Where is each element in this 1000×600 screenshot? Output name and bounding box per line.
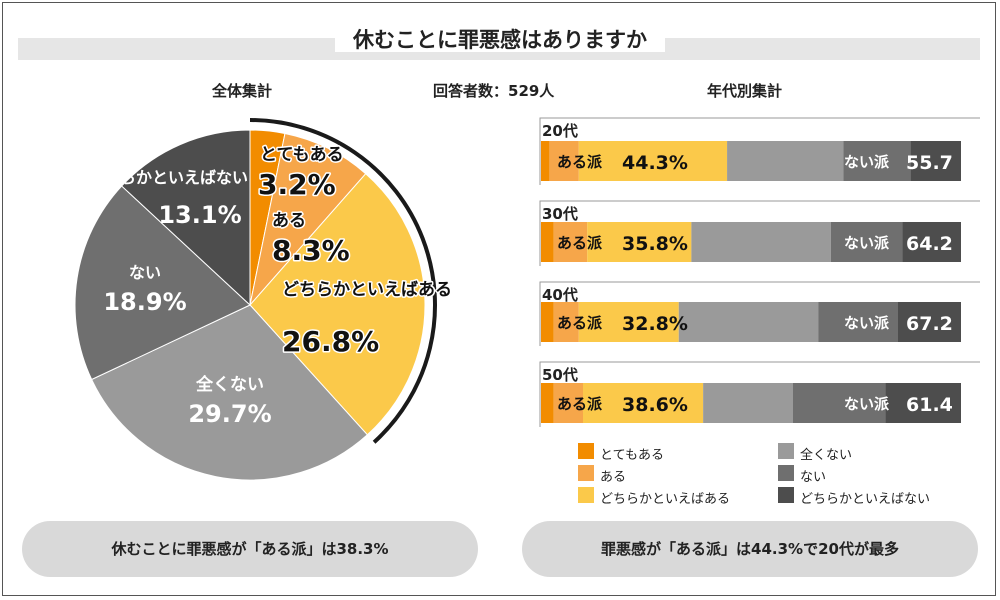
pie-value-dochiraka-nai: 13.1% bbox=[158, 201, 241, 229]
no-label-0: ない派 bbox=[844, 153, 890, 171]
bar-0-4 bbox=[843, 141, 911, 181]
no-label-1: ない派 bbox=[844, 234, 890, 252]
bar-1-0 bbox=[541, 222, 554, 262]
legend-swatch-totemo bbox=[578, 443, 594, 459]
legend-label-totemo: とてもある bbox=[600, 448, 664, 463]
respondents-count: 回答者数：529人 bbox=[433, 82, 555, 100]
bar-3-2 bbox=[583, 383, 704, 423]
pie-label-nai: ない bbox=[129, 263, 161, 282]
no-total-2: 67.2 bbox=[906, 313, 953, 335]
pie-label-totemo: とてもある bbox=[260, 145, 344, 165]
pie-label-dochiraka-aru-line1: どちらかといえばある bbox=[282, 280, 452, 300]
row-frame-3 bbox=[539, 361, 980, 427]
legend-swatch-aru bbox=[578, 465, 594, 481]
pie-slice-4 bbox=[74, 185, 251, 381]
yes-label-0: ある派 bbox=[557, 153, 603, 171]
chart-title-text: 休むことに罪悪感はありますか bbox=[335, 28, 665, 52]
no-label-2: ない派 bbox=[844, 314, 890, 332]
chart-title: 休むことに罪悪感はありますか bbox=[0, 24, 1000, 54]
no-label-3: ない派 bbox=[844, 395, 890, 413]
year-label-50s: 50代 bbox=[542, 366, 578, 384]
yes-group-arc bbox=[249, 118, 437, 444]
bar-0-2 bbox=[578, 141, 728, 181]
pie-label-dochiraka-nai: どちらかといえばない bbox=[88, 168, 248, 187]
bar-3-3 bbox=[703, 383, 793, 423]
bar-1-2 bbox=[587, 222, 692, 262]
bar-2-2 bbox=[578, 302, 679, 342]
pie-value-aru: 8.3% bbox=[272, 234, 350, 267]
no-total-3: 61.4 bbox=[906, 394, 953, 416]
no-total-0: 55.7 bbox=[906, 152, 953, 174]
bar-1-3 bbox=[691, 222, 831, 262]
row-frame-2 bbox=[539, 281, 980, 346]
pie-slice-2 bbox=[249, 173, 426, 436]
legend-swatch-dochiraka-aru bbox=[578, 487, 594, 503]
bar-3-5 bbox=[885, 383, 961, 423]
yes-label-1: ある派 bbox=[557, 234, 603, 252]
pie-value-nai: 18.9% bbox=[103, 288, 186, 316]
bar-2-1 bbox=[553, 302, 579, 342]
row-frame-1 bbox=[539, 200, 980, 266]
bar-0-3 bbox=[727, 141, 844, 181]
summary-by-age: 罪悪感が「ある派」は44.3%で20代が最多 bbox=[522, 521, 978, 577]
pie-slice-1 bbox=[249, 132, 367, 307]
pie-value-dochiraka-aru: 26.8% bbox=[282, 325, 379, 358]
yes-total-0: 44.3% bbox=[622, 152, 688, 174]
bar-1-4 bbox=[830, 222, 903, 262]
bar-3-0 bbox=[541, 383, 554, 423]
pie-label-mattaku-nai: 全くない bbox=[195, 374, 264, 395]
pie-slice-3 bbox=[90, 304, 369, 481]
bar-2-5 bbox=[898, 302, 961, 342]
summary-overall: 休むことに罪悪感が「ある派」は38.3% bbox=[22, 521, 478, 577]
legend-label-mattaku-nai: 全くない bbox=[800, 448, 853, 463]
legend-swatch-mattaku-nai bbox=[778, 443, 794, 459]
age-header: 年代別集計 bbox=[707, 82, 783, 100]
legend-label-dochiraka-nai: どちらかといえばない bbox=[800, 492, 931, 507]
bar-0-0 bbox=[541, 141, 550, 181]
overall-header: 全体集計 bbox=[212, 82, 273, 100]
no-total-1: 64.2 bbox=[906, 233, 953, 255]
bar-0-1 bbox=[549, 141, 579, 181]
bar-2-3 bbox=[678, 302, 819, 342]
pie-value-totemo: 3.2% bbox=[258, 168, 336, 201]
yes-label-3: ある派 bbox=[557, 395, 603, 413]
bar-2-0 bbox=[541, 302, 554, 342]
row-frame-0 bbox=[539, 117, 980, 185]
year-label-40s: 40代 bbox=[542, 286, 578, 304]
legend-swatch-nai bbox=[778, 465, 794, 481]
yes-label-2: ある派 bbox=[557, 314, 603, 332]
bar-1-5 bbox=[902, 222, 961, 262]
pie-value-mattaku-nai: 29.7% bbox=[188, 400, 271, 428]
bar-0-5 bbox=[910, 141, 961, 181]
legend-swatch-dochiraka-nai bbox=[778, 487, 794, 503]
bar-3-1 bbox=[553, 383, 583, 423]
bar-1-1 bbox=[553, 222, 588, 262]
bar-3-4 bbox=[793, 383, 886, 423]
pie-label-aru: ある bbox=[272, 211, 306, 231]
legend-label-nai: ない bbox=[800, 470, 827, 485]
bar-2-4 bbox=[818, 302, 898, 342]
year-label-30s: 30代 bbox=[542, 205, 578, 223]
legend-label-aru: ある bbox=[600, 470, 627, 485]
pie-slice-5 bbox=[120, 129, 251, 307]
legend-label-dochiraka-aru: どちらかといえばある bbox=[600, 492, 731, 507]
yes-total-2: 32.8% bbox=[622, 313, 688, 335]
year-label-20s: 20代 bbox=[542, 122, 578, 140]
yes-total-3: 38.6% bbox=[622, 394, 688, 416]
yes-total-1: 35.8% bbox=[622, 233, 688, 255]
